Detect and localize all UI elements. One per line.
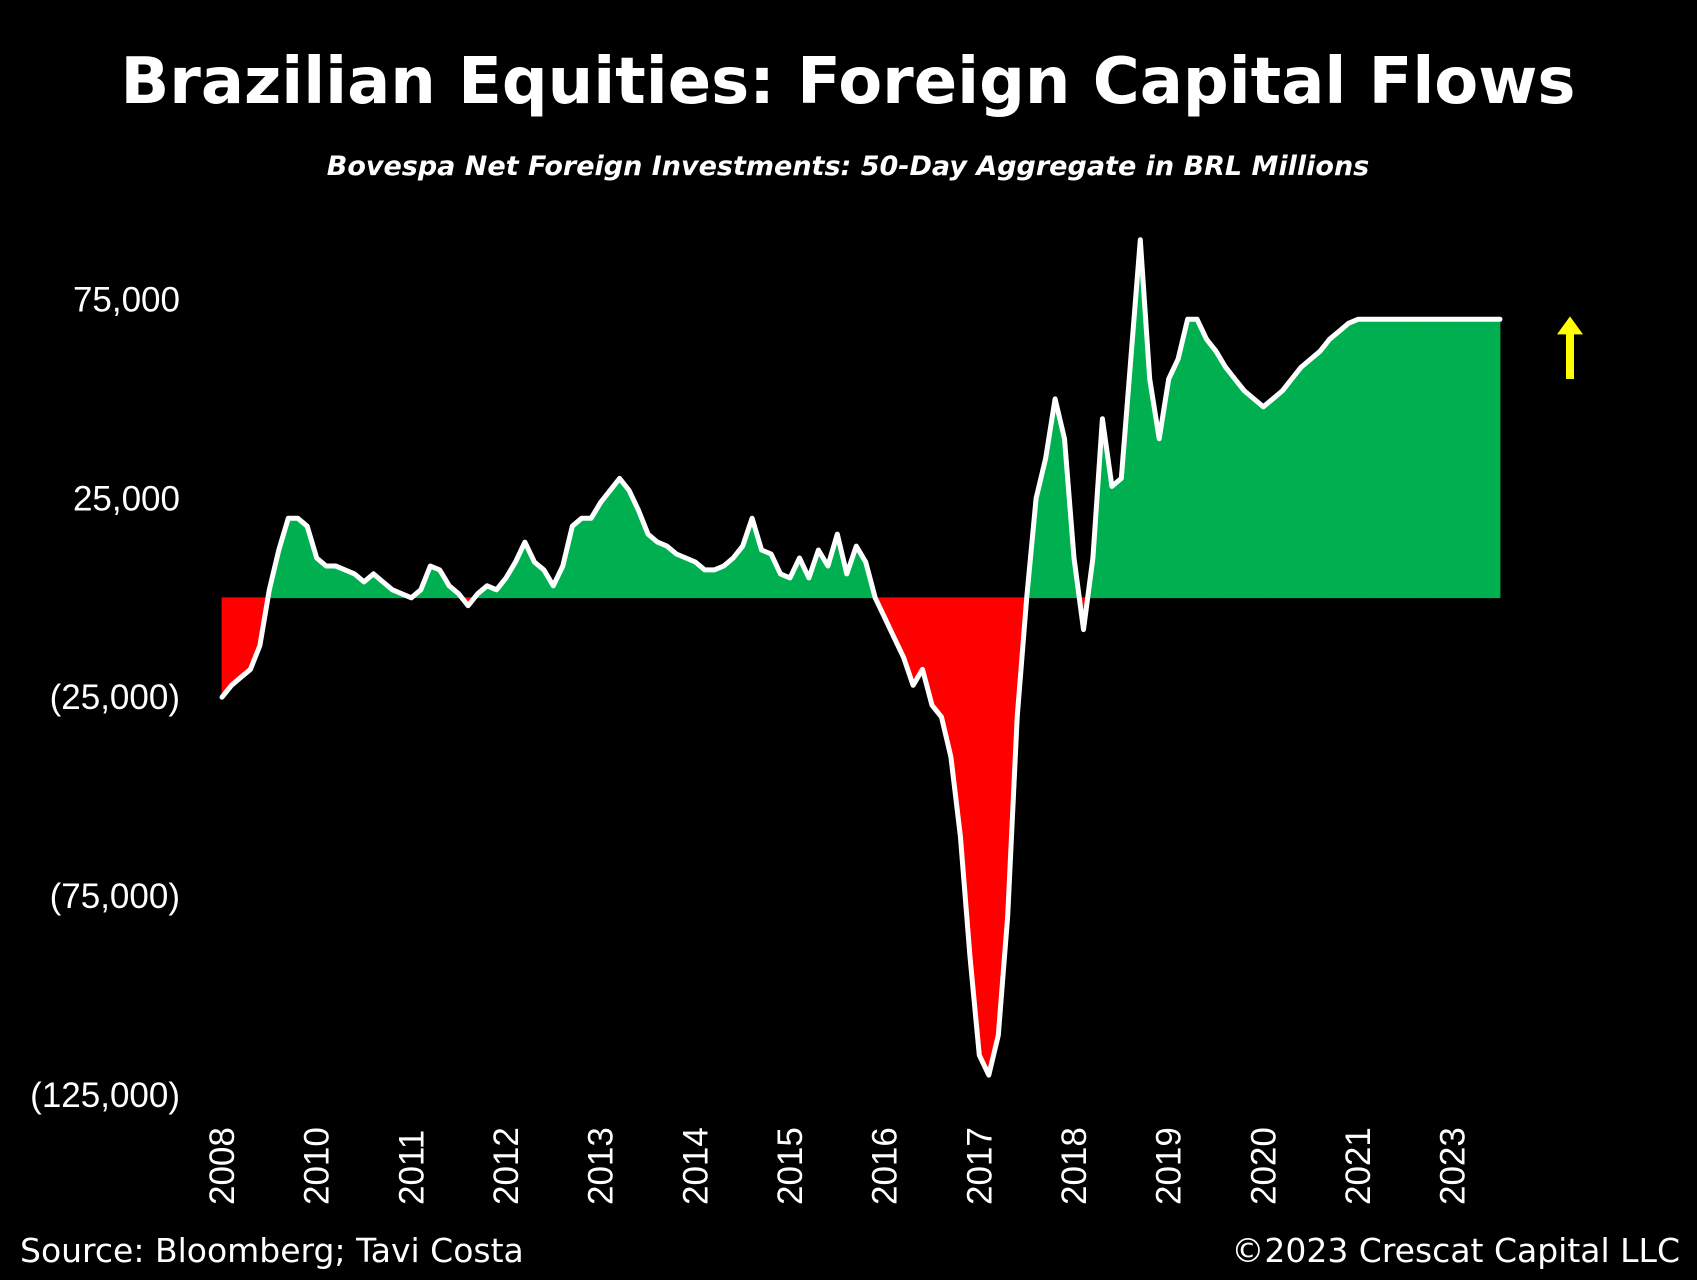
plot-areas bbox=[221, 239, 1501, 1076]
positive-area-segment bbox=[1281, 377, 1293, 599]
positive-area-segment bbox=[600, 489, 611, 599]
positive-area-segment bbox=[1376, 318, 1387, 599]
positive-area-segment bbox=[1367, 318, 1378, 599]
arrow-head bbox=[1557, 316, 1583, 335]
positive-area-segment bbox=[1490, 318, 1501, 599]
x-tick-label: 2014 bbox=[676, 1127, 715, 1205]
x-tick-label: 2016 bbox=[866, 1127, 905, 1205]
series-line bbox=[219, 237, 1503, 1078]
positive-area-segment bbox=[657, 541, 668, 599]
source-label: Source: Bloomberg; Tavi Costa bbox=[20, 1231, 524, 1270]
positive-area-segment bbox=[1319, 338, 1330, 599]
x-axis-labels: 2008 2010 2011 2012 2013 2014 2015 2016 2017 2018… bbox=[203, 1127, 1473, 1205]
negative-area-segment bbox=[240, 597, 251, 679]
x-tick-label: 2023 bbox=[1434, 1127, 1473, 1205]
copyright-label: ©2023 Crescat Capital LLC bbox=[1231, 1231, 1680, 1270]
arrow-shaft bbox=[1566, 332, 1574, 379]
positive-area-segment bbox=[1215, 349, 1226, 599]
positive-area-segment bbox=[1329, 330, 1340, 599]
positive-area-segment bbox=[1310, 350, 1321, 599]
chart-title: Brazilian Equities: Foreign Capital Flow… bbox=[121, 45, 1576, 119]
positive-area-segment bbox=[1433, 318, 1444, 599]
y-tick-label: 25,000 bbox=[73, 479, 180, 518]
positive-area-segment bbox=[1262, 398, 1274, 599]
positive-area-segment bbox=[1404, 318, 1416, 599]
negative-area-segment bbox=[221, 597, 232, 699]
y-tick-label: 75,000 bbox=[73, 280, 180, 319]
positive-area-segment bbox=[581, 517, 592, 599]
positive-area-segment bbox=[1386, 318, 1397, 599]
positive-area-segment bbox=[1471, 318, 1482, 599]
y-tick-label: (75,000) bbox=[50, 877, 180, 916]
positive-area-segment bbox=[1168, 358, 1179, 599]
positive-area-segment bbox=[1244, 390, 1255, 599]
positive-area-segment bbox=[1348, 318, 1359, 599]
positive-area-segment bbox=[1253, 398, 1264, 599]
positive-area-segment bbox=[1206, 338, 1217, 599]
positive-area-segment bbox=[619, 477, 630, 599]
negative-area-segment bbox=[231, 597, 242, 687]
positive-area-segment bbox=[1300, 358, 1312, 599]
negative-area-segment bbox=[931, 597, 942, 719]
x-tick-label: 2008 bbox=[203, 1127, 242, 1205]
positive-area-segment bbox=[287, 517, 299, 599]
positive-area-segment bbox=[1480, 318, 1491, 599]
x-tick-label: 2019 bbox=[1150, 1127, 1189, 1205]
positive-area-segment bbox=[1357, 318, 1368, 599]
positive-area-segment bbox=[1423, 318, 1435, 599]
x-tick-label: 2012 bbox=[487, 1127, 526, 1205]
positive-area-segment bbox=[1338, 322, 1349, 599]
positive-area-segment bbox=[676, 553, 687, 599]
positive-area-segment bbox=[1395, 318, 1406, 599]
up-arrow-icon bbox=[1557, 316, 1583, 379]
negative-area-segment bbox=[978, 597, 990, 1076]
x-tick-label: 2011 bbox=[392, 1130, 431, 1205]
x-tick-label: 2020 bbox=[1244, 1127, 1283, 1205]
x-tick-label: 2010 bbox=[298, 1127, 337, 1205]
negative-area-segment bbox=[988, 597, 999, 1076]
x-tick-label: 2013 bbox=[582, 1127, 621, 1205]
x-tick-label: 2021 bbox=[1339, 1127, 1378, 1205]
positive-area-segment bbox=[1234, 377, 1245, 599]
x-tick-label: 2018 bbox=[1055, 1127, 1094, 1205]
positive-area-segment bbox=[1461, 318, 1472, 599]
positive-area-segment bbox=[325, 565, 337, 599]
x-tick-label: 2015 bbox=[771, 1127, 810, 1205]
positive-area-segment bbox=[761, 549, 772, 599]
y-axis-labels: 75,000 25,000 (25,000) (75,000) (125,000) bbox=[30, 280, 180, 1115]
y-tick-label: (125,000) bbox=[30, 1076, 180, 1115]
y-tick-label: (25,000) bbox=[50, 678, 180, 717]
positive-area-segment bbox=[609, 477, 620, 599]
positive-area-segment bbox=[1442, 318, 1454, 599]
positive-area-segment bbox=[1187, 318, 1198, 599]
positive-area-segment bbox=[1452, 318, 1463, 599]
positive-area-segment bbox=[704, 569, 715, 599]
positive-area-segment bbox=[1272, 390, 1283, 599]
positive-area-segment bbox=[1225, 365, 1236, 599]
x-tick-label: 2017 bbox=[960, 1127, 999, 1205]
positive-area-segment bbox=[1111, 477, 1122, 599]
chart-subtitle: Bovespa Net Foreign Investments: 50-Day … bbox=[327, 151, 1370, 182]
positive-area-segment bbox=[1196, 319, 1207, 599]
positive-area-segment bbox=[1291, 365, 1302, 599]
positive-area-segment bbox=[1414, 318, 1425, 599]
